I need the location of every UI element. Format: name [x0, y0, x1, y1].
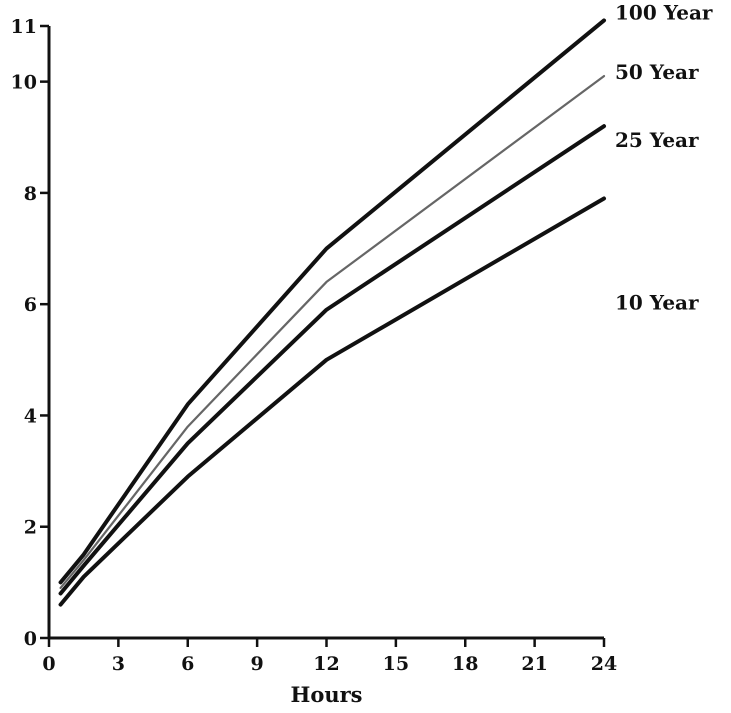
y-tick-label: 10: [11, 72, 37, 94]
series-line-25-year: [58, 124, 606, 596]
series-lines: [58, 18, 606, 607]
y-axis: 0 2 4 6 8 10 11: [11, 16, 51, 650]
series-labels: 100 Year 50 Year 25 Year 10 Year: [615, 0, 713, 314]
x-axis: 0 3 6 9 12 15 18 21 24: [42, 636, 617, 675]
y-tick-label: 6: [24, 294, 37, 316]
series-line-50-year: [59, 74, 606, 590]
series-label-10-year: 10 Year: [615, 290, 699, 314]
y-tick-label: 8: [24, 183, 37, 205]
x-tick-label: 9: [251, 653, 264, 675]
series-line-100-year: [58, 18, 606, 585]
y-tick-label: 4: [24, 405, 37, 427]
series-label-100-year: 100 Year: [615, 0, 713, 24]
series-line-10-year: [58, 196, 606, 607]
x-tick-label: 0: [42, 653, 55, 675]
x-tick-label: 21: [521, 653, 547, 675]
y-tick-label: 0: [24, 628, 37, 650]
x-tick-label: 3: [112, 653, 125, 675]
x-tick-label: 15: [383, 653, 409, 675]
y-tick-label: 11: [11, 16, 37, 38]
x-axis-title: Hours: [290, 682, 362, 707]
series-label-25-year: 25 Year: [615, 128, 699, 152]
x-tick-label: 24: [591, 653, 617, 675]
x-tick-label: 12: [313, 653, 339, 675]
series-label-50-year: 50 Year: [615, 60, 699, 84]
y-tick-label: 2: [24, 517, 37, 539]
x-tick-label: 6: [181, 653, 194, 675]
x-tick-label: 18: [452, 653, 478, 675]
